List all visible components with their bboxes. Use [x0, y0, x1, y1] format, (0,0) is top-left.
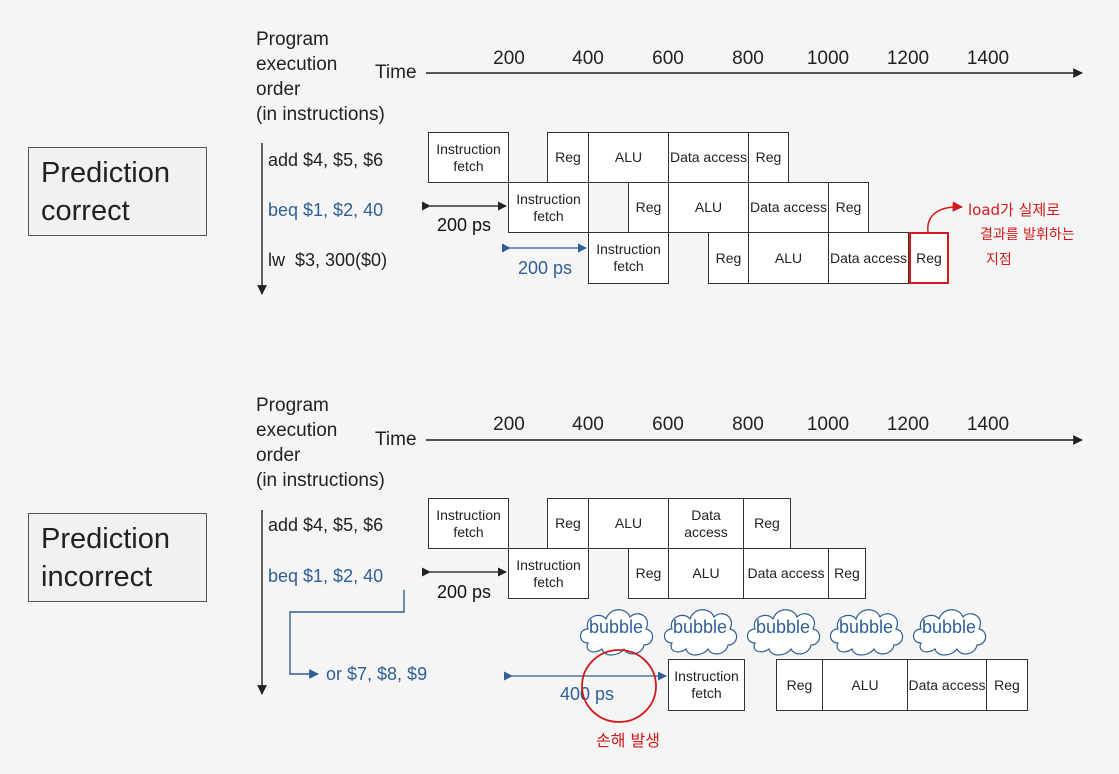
- pipeline-bubble: bubble: [660, 599, 740, 661]
- time-label: Time: [375, 429, 417, 450]
- bubble-label: bubble: [588, 617, 644, 637]
- tick-label: 1000: [806, 48, 850, 69]
- delay-label: 400 ps: [560, 684, 615, 704]
- bubble-label: bubble: [755, 617, 811, 637]
- stage-reg: Reg: [628, 548, 669, 599]
- stage-reg: Reg: [776, 659, 823, 711]
- bubble-label: bubble: [921, 617, 977, 637]
- tick-label: 1400: [966, 414, 1010, 435]
- instruction-beq: beq $1, $2, 40: [268, 566, 384, 586]
- stage-reg: Reg: [628, 182, 669, 233]
- cloud-icon: [663, 609, 738, 656]
- cloud-icon: [579, 609, 654, 656]
- tick-label: 600: [652, 414, 684, 435]
- header-line: (in instructions): [256, 104, 385, 125]
- annotation-line: 지점: [986, 252, 1012, 268]
- header-line: order: [256, 79, 301, 100]
- tick-label: 1200: [886, 414, 930, 435]
- stage-instruction-fetch: Instruction fetch: [428, 132, 509, 183]
- program-order-header: Program execution order (in instructions…: [256, 393, 385, 493]
- instruction-beq: beq $1, $2, 40: [268, 200, 384, 220]
- stage-reg: Reg: [708, 232, 749, 284]
- tick-label: 400: [572, 414, 604, 435]
- annotation-line: 결과를 발휘하는: [980, 227, 1075, 243]
- tick-label: 800: [732, 414, 764, 435]
- stage-alu: ALU: [588, 498, 669, 549]
- stage-data-access: Data access: [668, 498, 744, 549]
- header-line: (in instructions): [256, 470, 385, 491]
- label-line-2: correct: [41, 195, 130, 227]
- delay-label: 200 ps: [437, 582, 492, 602]
- stage-alu: ALU: [822, 659, 908, 711]
- label-line-1: Prediction: [41, 157, 170, 189]
- annotation-arrow: [927, 201, 964, 233]
- pipeline-bubble: bubble: [826, 599, 906, 661]
- bubble-label: bubble: [838, 617, 894, 637]
- stage-reg-highlighted: Reg: [909, 232, 949, 284]
- instruction-or: or $7, $8, $9: [326, 664, 428, 684]
- header-line: order: [256, 445, 301, 466]
- tick-label: 800: [732, 48, 764, 69]
- cloud-icon: [912, 609, 987, 656]
- branch-arrow: [289, 590, 405, 679]
- stage-reg: Reg: [986, 659, 1028, 711]
- prediction-incorrect-box: Prediction incorrect: [28, 513, 207, 602]
- instruction-add: add $4, $5, $6: [268, 515, 384, 535]
- delay-label: 200 ps: [437, 215, 492, 235]
- header-line: Program: [256, 29, 329, 50]
- cloud-icon: [829, 609, 904, 656]
- tick-label: 1200: [886, 48, 930, 69]
- stage-data-access: Data access: [743, 548, 829, 599]
- pipeline-bubble: bubble: [743, 599, 823, 661]
- header-line: execution: [256, 54, 338, 75]
- tick-label: 200: [493, 48, 525, 69]
- tick-label: 1400: [966, 48, 1010, 69]
- highlight-circle: [581, 649, 657, 723]
- prediction-correct-box: Prediction correct: [28, 147, 207, 236]
- stage-instruction-fetch: Instruction fetch: [668, 659, 745, 711]
- tick-label: 600: [652, 48, 684, 69]
- stage-instruction-fetch: Instruction fetch: [588, 232, 669, 284]
- stage-reg: Reg: [743, 498, 791, 549]
- stage-instruction-fetch: Instruction fetch: [508, 548, 589, 599]
- pipeline-bubble: bubble: [576, 599, 656, 661]
- tick-label: 200: [493, 414, 525, 435]
- pipeline-bubble: bubble: [909, 599, 989, 661]
- cloud-icon: [746, 609, 821, 656]
- header-line: execution: [256, 420, 338, 441]
- program-order-header: Program execution order (in instructions…: [256, 27, 385, 127]
- stage-reg: Reg: [828, 182, 869, 233]
- stage-reg: Reg: [547, 132, 589, 183]
- tick-label: 1000: [806, 414, 850, 435]
- stage-reg: Reg: [828, 548, 866, 599]
- stage-alu: ALU: [668, 548, 744, 599]
- stage-data-access: Data access: [907, 659, 987, 711]
- stage-data-access: Data access: [668, 132, 749, 183]
- header-line: Program: [256, 395, 329, 416]
- stage-reg: Reg: [547, 498, 589, 549]
- tick-label: 400: [572, 48, 604, 69]
- handwritten-annotation: 손해 발생: [596, 731, 660, 750]
- stage-data-access: Data access: [828, 232, 909, 284]
- label-line-1: Prediction: [41, 523, 170, 555]
- delay-label: 200 ps: [518, 258, 573, 278]
- time-label: Time: [375, 62, 417, 83]
- instruction-lw: lw $3, 300($0): [268, 250, 388, 270]
- bubble-label: bubble: [672, 617, 728, 637]
- label-line-2: incorrect: [41, 561, 153, 593]
- instruction-add: add $4, $5, $6: [268, 150, 384, 170]
- stage-data-access: Data access: [748, 182, 829, 233]
- annotation-line: load가 실제로: [968, 201, 1061, 219]
- stage-instruction-fetch: Instruction fetch: [428, 498, 509, 549]
- handwritten-annotation: load가 실제로 결과를 발휘하는 지점: [968, 198, 1075, 273]
- stage-instruction-fetch: Instruction fetch: [508, 182, 589, 233]
